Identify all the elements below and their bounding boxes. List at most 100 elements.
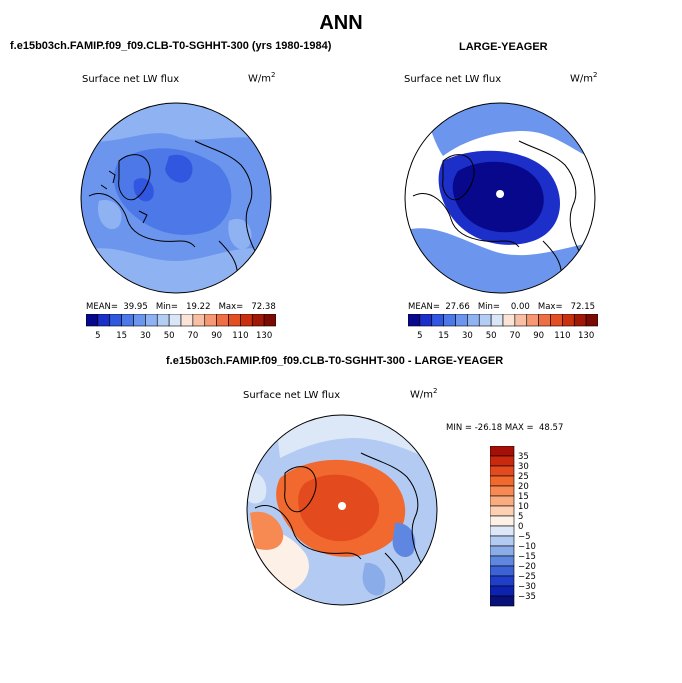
- panel2-colorbar-tick-label: 50: [486, 331, 497, 341]
- panel1-colorbar-swatch: [240, 314, 253, 327]
- panel2-colorbar-swatch: [431, 314, 444, 327]
- panel3-case-title: f.e15b03ch.FAMIP.f09_f09.CLB-T0-SGHHT-30…: [166, 355, 504, 367]
- panel1-coast-eurasia: [194, 140, 256, 252]
- panel1-colorbar-tick-label: 130: [256, 331, 272, 341]
- panel1-colorbar-tick-label: 5: [95, 331, 100, 341]
- panel3-colorbar-tick-label: 5: [518, 512, 523, 522]
- panel1-colorbar-swatch: [180, 314, 194, 327]
- panel2-colorbar-tick-label: 90: [533, 331, 544, 341]
- panel3-colorbar-tick-label: 30: [518, 462, 529, 472]
- panel1-polar-map: [80, 102, 272, 294]
- panel3-colorbar-swatch: [490, 585, 515, 597]
- panel2-variable-label: Surface net LW flux: [404, 74, 502, 85]
- panel2-colorbar-swatch: [550, 314, 563, 327]
- panel2-colorbar-swatch: [573, 314, 587, 327]
- panel2-colorbar-tick-label: 15: [438, 331, 449, 341]
- panel3-variable-label: Surface net LW flux: [243, 390, 341, 401]
- panel3-colorbar-swatch: [490, 535, 515, 547]
- panel1-colorbar-swatch: [263, 314, 276, 327]
- panel3-colorbar-tick-label: 35: [518, 452, 529, 462]
- panel1-field-light-north: [81, 103, 271, 142]
- panel2-colorbar-swatch: [443, 314, 456, 327]
- panel3-stats: MIN = -26.18 MAX = 48.57: [446, 423, 564, 433]
- panel1-colorbar-swatch: [228, 314, 241, 327]
- panel2-colorbar-swatch: [585, 314, 598, 327]
- panel1-colorbar-swatch: [97, 314, 111, 327]
- panel3-colorbar-tick-label: −15: [518, 552, 536, 562]
- panel2-colorbar-swatch: [538, 314, 551, 327]
- panel3-field-cool-east: [392, 522, 416, 558]
- panel2-colorbar-tick-label: 5: [417, 331, 422, 341]
- panel3-colorbar-tick-label: 25: [518, 472, 529, 482]
- panel2-colorbar-swatch: [562, 314, 575, 327]
- panel1-variable-label: Surface net LW flux: [82, 74, 180, 85]
- panel1-coast-islands: [100, 170, 148, 224]
- panel3-colorbar-swatch: [490, 455, 515, 467]
- panel1-colorbar: 5 15 30 50 70 90 110 130: [86, 314, 276, 341]
- panel1-field-light-patch-1: [98, 200, 122, 230]
- panel3-field-warm-west: [250, 511, 284, 550]
- panel3-colorbar-tick-label: −35: [518, 592, 536, 602]
- panel2-units-label: W/m2: [570, 71, 598, 85]
- panel3-colorbar-swatch: [490, 595, 515, 607]
- panel3-colorbar-swatch: [490, 565, 515, 577]
- panel1-colorbar-tick-label: 70: [187, 331, 198, 341]
- panel2-field-north-pole-marker: [496, 190, 505, 198]
- panel2-colorbar-swatch: [514, 314, 528, 327]
- panel3-colorbar-swatch: [490, 446, 515, 457]
- panel1-colorbar-tick-label: 50: [164, 331, 175, 341]
- panel1-colorbar-tick-label: 30: [140, 331, 151, 341]
- panel1-coast-canada: [88, 193, 196, 248]
- panel3-colorbar-swatch: [490, 495, 515, 507]
- panel1-colorbar-swatch: [192, 314, 206, 327]
- panel2-colorbar-swatch: [490, 314, 504, 327]
- panel2-colorbar-swatch: [526, 314, 539, 327]
- panel2-colorbar-tick-label: 110: [554, 331, 570, 341]
- panel2-stats: MEAN= 27.66 Min= 0.00 Max= 72.15: [408, 302, 596, 312]
- panel3-field-cool-southeast: [362, 562, 386, 596]
- panel2-colorbar-tick-label: 130: [578, 331, 594, 341]
- panel3-colorbar-tick-label: −10: [518, 542, 536, 552]
- panel2-colorbar: 5 15 30 50 70 90 110 130: [408, 314, 598, 341]
- panel1-colorbar-swatch: [109, 314, 122, 327]
- panel2-colorbar-swatch: [419, 314, 433, 327]
- panel3-colorbar-tick-label: −30: [518, 582, 536, 592]
- panel3-colorbar-swatch: [490, 575, 515, 587]
- panel3-coast-eurasia: [360, 452, 422, 564]
- panel2-colorbar-tick-label: 30: [462, 331, 473, 341]
- panel3-colorbar-tick-label: 20: [518, 482, 529, 492]
- panel1-colorbar-swatch: [168, 314, 182, 327]
- panel3-coast-greenland: [284, 466, 317, 513]
- main-title: ANN: [319, 12, 363, 34]
- panel3-colorbar-tick-label: −5: [518, 532, 531, 542]
- panel3-colorbar-tick-label: −25: [518, 572, 536, 582]
- panel3-colorbar-swatch: [490, 555, 515, 567]
- panel3-colorbar-swatch: [490, 505, 515, 517]
- panel3-colorbar-swatch: [490, 515, 515, 527]
- panel2-colorbar-tick-label: 70: [509, 331, 520, 341]
- panel1-colorbar-swatch: [156, 314, 170, 327]
- panel1-colorbar-swatch: [145, 314, 158, 327]
- panel1-colorbar-swatch: [133, 314, 146, 327]
- panel2-polar-map: [404, 102, 596, 294]
- panel3-colorbar-swatch: [490, 465, 515, 477]
- panel1-field-dark-blob-2: [133, 178, 154, 202]
- panel1-units-label: W/m2: [248, 71, 276, 85]
- panel2-colorbar-swatch: [408, 314, 421, 327]
- panel3-colorbar-swatch: [490, 475, 515, 487]
- panel3-units-label: W/m2: [410, 387, 438, 401]
- panel1-colorbar-swatch: [216, 314, 229, 327]
- panel2-coast-canada: [412, 193, 520, 248]
- panel3-coast-canada: [254, 505, 362, 560]
- panel1-case-title: f.e15b03ch.FAMIP.f09_f09.CLB-T0-SGHHT-30…: [10, 40, 332, 52]
- panel1-stats: MEAN= 39.95 Min= 19.22 Max= 72.38: [86, 302, 276, 312]
- panel3-colorbar-swatch: [490, 485, 515, 497]
- panel2-colorbar-swatch: [502, 314, 516, 327]
- panel3-polar-map: [246, 414, 438, 606]
- panel1-field-dark-blob-1: [165, 154, 193, 183]
- panel2-coast-eurasia: [518, 140, 580, 252]
- panel3-colorbar-tick-label: 15: [518, 492, 529, 502]
- panel3-colorbar-swatch: [490, 545, 515, 557]
- panel1-colorbar-swatch: [121, 314, 134, 327]
